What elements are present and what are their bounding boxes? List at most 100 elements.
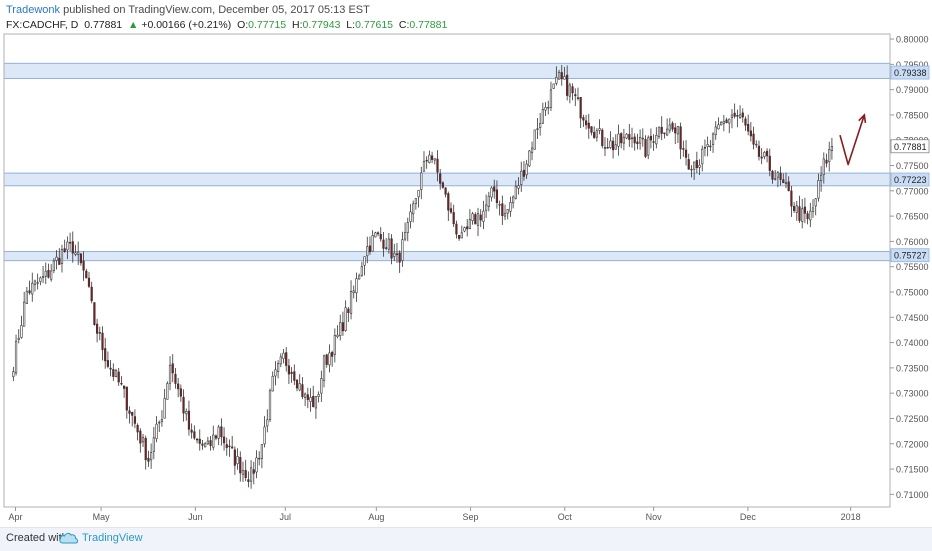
- candle-body: [695, 160, 698, 169]
- candle: [152, 427, 155, 460]
- candle: [290, 367, 293, 383]
- candle-body: [158, 421, 161, 424]
- candle-body: [85, 270, 88, 279]
- candle: [166, 381, 169, 400]
- candle-body: [684, 149, 688, 158]
- candle: [382, 231, 385, 257]
- candle: [90, 281, 93, 304]
- candle-body: [663, 132, 666, 135]
- candle: [747, 114, 750, 136]
- candle-body: [657, 126, 661, 137]
- candle-body: [255, 457, 258, 473]
- candle: [425, 156, 428, 169]
- candle: [150, 443, 153, 469]
- candle: [549, 81, 553, 112]
- candle-body: [390, 238, 393, 259]
- candle-body: [268, 390, 272, 420]
- price-axis[interactable]: 0.800000.795000.790000.785000.780000.775…: [890, 35, 930, 500]
- candle-body: [809, 210, 812, 221]
- candle: [395, 243, 399, 263]
- candle-body: [190, 429, 193, 433]
- candle: [730, 108, 734, 129]
- candle-body: [449, 208, 453, 213]
- candle: [298, 374, 301, 392]
- candle-body: [765, 150, 769, 157]
- y-tick-label: 0.75000: [896, 288, 929, 298]
- candle: [530, 141, 534, 161]
- candle: [82, 251, 85, 281]
- candle-body: [120, 382, 123, 385]
- candle: [765, 148, 769, 163]
- candle-body: [652, 141, 655, 143]
- candle-body: [33, 280, 37, 285]
- candle: [703, 139, 707, 157]
- candle: [482, 200, 485, 230]
- candle-body: [706, 144, 709, 147]
- candle-body: [422, 160, 426, 172]
- candle-body: [792, 206, 796, 211]
- candle-body: [376, 232, 380, 235]
- chart-frame: [3, 33, 891, 508]
- candle-body: [633, 136, 636, 144]
- candle-body: [193, 431, 196, 439]
- candle: [433, 158, 436, 165]
- y-tick-label: 0.80000: [896, 35, 929, 45]
- candle-body: [776, 172, 779, 178]
- candle: [776, 171, 779, 188]
- candle-body: [209, 440, 212, 446]
- candle-body: [233, 449, 236, 466]
- candle: [509, 196, 512, 217]
- author-link[interactable]: Tradewonk: [6, 4, 61, 16]
- candle: [60, 244, 64, 273]
- candle-body: [25, 291, 28, 304]
- candle: [620, 132, 623, 149]
- candle-body: [198, 438, 201, 444]
- candle: [333, 328, 336, 363]
- candle-body: [279, 356, 282, 365]
- candle: [736, 109, 739, 128]
- candle: [285, 346, 288, 372]
- candle-body: [225, 444, 228, 448]
- candle-body: [228, 445, 231, 448]
- candle-body: [566, 74, 569, 96]
- candle-body: [666, 128, 669, 136]
- candle-body: [98, 332, 101, 334]
- candle: [690, 165, 693, 178]
- candle-body: [339, 322, 342, 337]
- candle: [539, 112, 542, 136]
- price-label: 0.79338: [894, 68, 927, 78]
- candle-body: [576, 97, 580, 99]
- candle-body: [195, 438, 199, 441]
- price-chart[interactable]: 0.800000.795000.790000.785000.780000.775…: [0, 0, 932, 527]
- open-value: 0.77715: [248, 19, 287, 31]
- candle: [811, 199, 815, 218]
- candle: [720, 121, 723, 126]
- candle-body: [447, 193, 450, 211]
- candle: [20, 315, 23, 339]
- candle: [679, 122, 682, 160]
- candle: [755, 140, 758, 148]
- candle-body: [528, 150, 531, 167]
- candle: [401, 231, 404, 267]
- tradingview-brand[interactable]: TradingView: [82, 532, 143, 544]
- candle: [247, 471, 250, 488]
- candle: [12, 366, 15, 382]
- candle: [493, 179, 496, 199]
- candle-body: [593, 132, 596, 138]
- candle: [541, 102, 544, 124]
- candle: [233, 446, 236, 475]
- symbol-label: FX:CADCHF, D: [6, 19, 79, 31]
- candle-body: [436, 158, 439, 173]
- candle: [368, 236, 372, 255]
- candle-body: [736, 115, 739, 117]
- candle-body: [749, 130, 752, 137]
- candle-body: [425, 159, 428, 162]
- candle: [490, 186, 493, 202]
- candle-body: [109, 367, 112, 370]
- candle-body: [312, 396, 315, 407]
- candle-body: [603, 147, 607, 149]
- candle-body: [584, 120, 588, 126]
- publish-info: Tradewonk published on TradingView.com, …: [6, 4, 370, 16]
- candle-body: [131, 411, 134, 416]
- time-axis[interactable]: Apr May Jun Jul Aug Sep Oct Nov Dec 2018: [8, 507, 861, 522]
